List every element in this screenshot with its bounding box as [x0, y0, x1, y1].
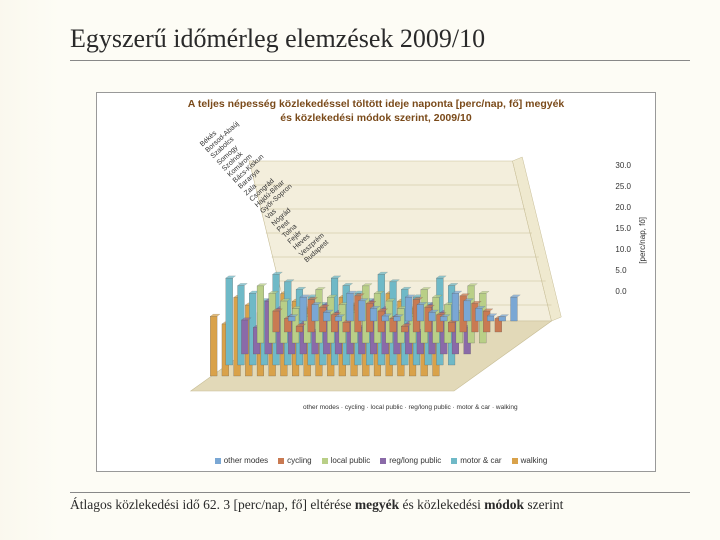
bar: [464, 301, 471, 321]
chart-title-line2: és közlekedési módok szerint, 2009/10: [280, 112, 471, 124]
bar: [335, 317, 342, 321]
bar: [487, 316, 494, 321]
bar: [378, 311, 385, 332]
bar: [417, 305, 424, 321]
caption-bold2: módok: [484, 497, 524, 512]
legend-swatch: [322, 458, 328, 464]
bar: [323, 313, 330, 322]
page-title: Egyszerű időmérleg elemzések 2009/10: [70, 24, 690, 61]
caption-unit: [perc/nap, fő] eltérése: [230, 497, 355, 512]
bar-top: [238, 284, 248, 286]
legend-swatch: [380, 458, 386, 464]
legend-swatch: [512, 458, 518, 464]
bar: [382, 316, 389, 321]
bar: [343, 323, 350, 333]
legend-label: reg/long public: [389, 456, 441, 465]
chart-container: A teljes népesség közlekedéssel töltött …: [96, 92, 656, 472]
bar: [405, 297, 412, 321]
bar: [429, 313, 436, 322]
legend-swatch: [215, 458, 221, 464]
y-tick: 20.0: [615, 203, 631, 224]
bar: [499, 317, 506, 321]
legend-label: local public: [331, 456, 371, 465]
caption-value: 62. 3: [203, 497, 230, 512]
chart-y-ticks: 30.025.020.015.010.05.00.0: [615, 161, 631, 308]
chart-y-axis-label: [perc/nap, fő]: [638, 217, 647, 264]
caption-mid: és közlekedési: [399, 497, 484, 512]
bar: [452, 294, 459, 322]
bar: [475, 309, 482, 322]
y-tick: 15.0: [615, 224, 631, 245]
page-caption: Átlagos közlekedési idő 62. 3 [perc/nap,…: [70, 492, 690, 513]
page-content: Egyszerű időmérleg elemzések 2009/10: [70, 24, 690, 61]
bar: [511, 297, 518, 321]
bar: [358, 301, 365, 321]
legend-label: motor & car: [460, 456, 501, 465]
y-tick: 10.0: [615, 245, 631, 266]
caption-prefix: Átlagos közlekedési idő: [70, 497, 203, 512]
bar: [483, 311, 490, 332]
bar-top: [210, 315, 220, 317]
y-tick: 5.0: [615, 266, 631, 287]
y-tick: 30.0: [615, 161, 631, 182]
legend-swatch: [278, 458, 284, 464]
bar: [241, 320, 248, 354]
chart-plot-area: BékésBorsod-AbaújSzabolcsSomogySzolnokKo…: [103, 131, 649, 411]
bar: [347, 294, 354, 322]
bar: [296, 326, 303, 332]
bar: [210, 317, 217, 377]
bar: [226, 278, 233, 365]
chart-legend: other modes cycling local public reg/long p…: [97, 456, 655, 465]
chart-3d-svg: [103, 131, 649, 411]
bar-top: [226, 276, 236, 278]
page-decoration-left: [0, 0, 60, 540]
bar: [312, 305, 319, 321]
legend-swatch: [451, 458, 457, 464]
legend-label: walking: [521, 456, 548, 465]
legend-label: other modes: [224, 456, 268, 465]
y-tick: 25.0: [615, 182, 631, 203]
bar: [257, 286, 264, 343]
caption-suffix: szerint: [524, 497, 563, 512]
bar: [394, 317, 401, 321]
bar: [370, 309, 377, 322]
bar: [273, 311, 280, 332]
legend-label: cycling: [287, 456, 311, 465]
bar: [448, 323, 455, 333]
bar: [300, 297, 307, 321]
y-tick: 0.0: [615, 287, 631, 308]
chart-title: A teljes népesség közlekedéssel töltött …: [103, 97, 649, 125]
caption-bold1: megyék: [355, 497, 399, 512]
bar-top: [257, 284, 267, 286]
bar: [401, 326, 408, 332]
bar: [440, 317, 447, 321]
chart-mode-axis-labels: other modes · cycling · local public · r…: [303, 404, 518, 411]
chart-title-line1: A teljes népesség közlekedéssel töltött …: [188, 98, 565, 110]
bar: [288, 317, 295, 321]
